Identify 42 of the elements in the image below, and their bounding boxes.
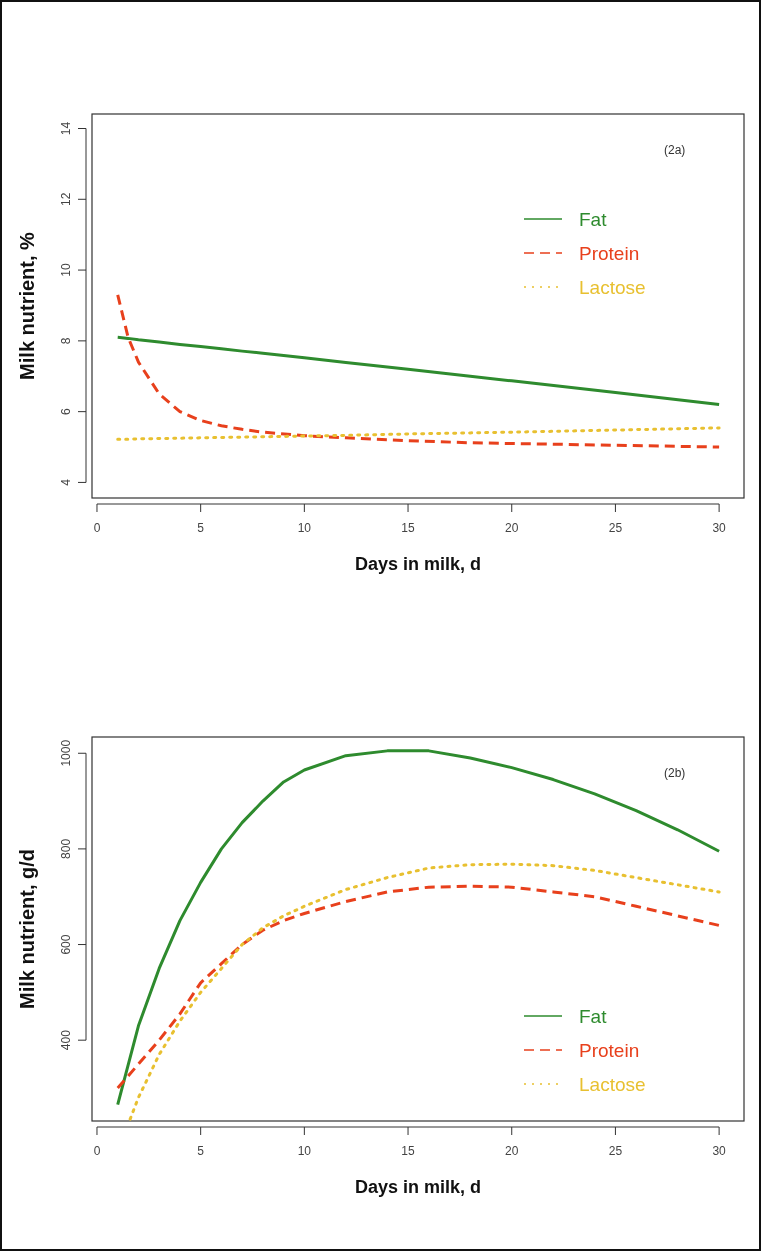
x-tick-label: 20	[505, 1144, 519, 1158]
legend-label: Lactose	[579, 277, 646, 298]
x-tick-label: 10	[297, 1144, 312, 1158]
x-tick-label: 20	[505, 521, 519, 535]
x-axis-title: Days in milk, d	[354, 554, 482, 574]
x-tick-label: 10	[297, 521, 312, 535]
legend-label: Protein	[579, 1040, 640, 1061]
legend-label: Fat	[579, 1006, 608, 1027]
y-tick-label: 1000	[59, 739, 73, 767]
y-tick-label: 600	[59, 934, 73, 955]
annotation: (2b)	[664, 766, 686, 780]
line-series	[128, 862, 721, 1121]
x-tick-label: 25	[608, 1144, 623, 1158]
y-tick-label: 8	[59, 337, 73, 345]
x-tick-label: 0	[93, 521, 101, 535]
y-tick-label: 14	[59, 121, 73, 136]
annotation: (2a)	[664, 143, 686, 157]
y-axis-title: Milk nutrient, g/d	[16, 849, 38, 1009]
y-tick-label: 400	[59, 1029, 73, 1051]
y-axis-title: Milk nutrient, %	[16, 231, 38, 380]
line-series	[116, 293, 721, 449]
legend-label: Lactose	[579, 1074, 646, 1095]
line-series	[116, 335, 721, 407]
y-tick-label: 4	[59, 478, 73, 486]
x-tick-label: 0	[93, 1144, 101, 1158]
x-axis-title: Days in milk, d	[354, 1177, 482, 1197]
line-series	[116, 884, 721, 1090]
legend-label: Protein	[579, 243, 640, 264]
x-tick-label: 30	[712, 1144, 727, 1158]
x-tick-label: 5	[197, 1144, 205, 1158]
y-tick-label: 6	[59, 407, 73, 415]
legend-label: Fat	[579, 209, 608, 230]
y-tick-label: 800	[59, 838, 73, 859]
x-tick-label: 15	[401, 521, 416, 535]
line-series	[116, 749, 721, 1107]
x-tick-label: 30	[712, 521, 727, 535]
x-tick-label: 5	[197, 521, 205, 535]
y-tick-label: 12	[59, 192, 73, 206]
x-tick-label: 25	[608, 521, 623, 535]
y-tick-label: 10	[59, 263, 73, 277]
line-series	[116, 426, 721, 441]
x-tick-label: 15	[401, 1144, 416, 1158]
